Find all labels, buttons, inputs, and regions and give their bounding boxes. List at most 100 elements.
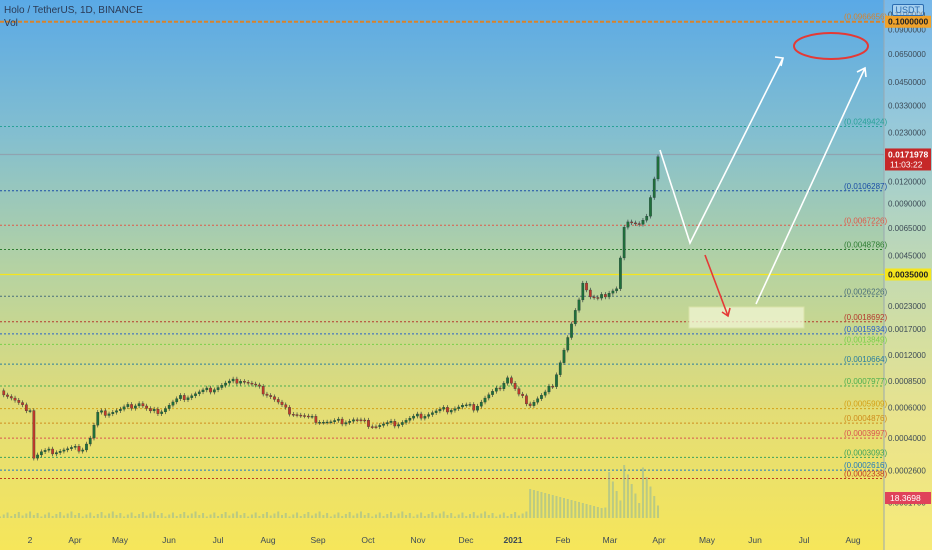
volume-bar xyxy=(134,516,137,518)
volume-bar xyxy=(563,498,565,518)
volume-bar xyxy=(198,515,201,518)
y-tick-label: 0.0330000 xyxy=(888,101,926,110)
price-tag-label: 0.0171978 xyxy=(888,149,928,159)
candle xyxy=(502,383,506,389)
volume-bar xyxy=(10,516,13,518)
volume-bar xyxy=(149,513,152,518)
volume-bar xyxy=(303,514,306,518)
chart-title: Holo / TetherUS, 1D, BINANCE xyxy=(4,5,143,16)
candle xyxy=(51,448,54,455)
candle xyxy=(570,323,573,338)
volume-bar xyxy=(604,507,607,518)
candle xyxy=(137,403,141,407)
candle xyxy=(558,362,562,375)
level-label: (0.0966656) xyxy=(844,13,887,22)
support-zone-box[interactable] xyxy=(688,306,805,329)
volume-bar xyxy=(435,515,438,518)
level-label: (0.0005909) xyxy=(844,400,887,409)
volume-bar xyxy=(510,514,513,518)
candle xyxy=(483,397,487,403)
candle xyxy=(374,426,378,428)
volume-bar xyxy=(17,512,20,518)
volume-bar xyxy=(363,515,366,518)
x-tick-label: Apr xyxy=(652,535,665,545)
candle xyxy=(100,410,103,413)
x-tick-label: Oct xyxy=(361,535,375,545)
level-label: (0.0010664) xyxy=(844,355,887,364)
currency-badge[interactable]: USDT xyxy=(891,4,924,16)
x-tick-label: 2 xyxy=(28,535,33,545)
candle xyxy=(220,385,224,388)
candle xyxy=(461,405,464,408)
volume-bar xyxy=(296,512,299,518)
volume-bar xyxy=(175,516,178,518)
volume-bar xyxy=(190,513,193,518)
candle xyxy=(344,422,348,425)
volume-bar xyxy=(386,514,389,518)
candle xyxy=(92,424,96,439)
x-tick-label: Feb xyxy=(556,535,571,545)
volume-label: Vol xyxy=(4,18,18,29)
y-tick-label: 0.0017000 xyxy=(888,325,926,334)
candle xyxy=(152,408,156,412)
candle xyxy=(318,422,321,424)
volume-bar xyxy=(514,512,517,518)
volume-bar xyxy=(499,514,502,518)
volume-bar xyxy=(589,505,592,518)
candle xyxy=(43,450,47,452)
candle xyxy=(239,381,242,384)
candle xyxy=(13,397,17,401)
volume-bar xyxy=(89,512,92,518)
volume-bar xyxy=(299,516,302,518)
candle xyxy=(130,404,133,409)
volume-bar xyxy=(649,486,652,518)
candle xyxy=(182,395,186,400)
candle xyxy=(231,378,235,382)
candle xyxy=(171,401,175,406)
volume-bar xyxy=(401,511,404,518)
volume-bar xyxy=(593,506,596,518)
volume-bar xyxy=(36,513,39,518)
volume-bar xyxy=(307,512,310,518)
x-tick-label: Aug xyxy=(845,535,860,545)
candle xyxy=(179,395,182,399)
level-label: (0.0018692) xyxy=(844,313,887,322)
volume-bar xyxy=(348,512,351,518)
projection-path-down[interactable] xyxy=(704,254,729,317)
candle xyxy=(322,422,325,424)
volume-bar xyxy=(85,514,88,518)
volume-bar xyxy=(453,516,456,518)
target-circle[interactable] xyxy=(793,32,869,60)
volume-bar xyxy=(371,516,374,518)
volume-bar xyxy=(258,516,261,518)
projection-path-2[interactable] xyxy=(755,67,866,305)
candle xyxy=(175,398,179,403)
volume-bar xyxy=(472,512,475,518)
volume-bar xyxy=(202,513,205,518)
volume-bar xyxy=(585,504,588,518)
x-tick-label: Jul xyxy=(213,535,224,545)
candle xyxy=(303,415,306,417)
y-tick-label: 0.0008500 xyxy=(888,377,926,386)
volume-bar xyxy=(277,511,280,518)
volume-bar xyxy=(532,490,535,518)
volume-bar xyxy=(44,514,47,518)
candle xyxy=(562,349,566,363)
candle xyxy=(21,402,24,405)
level-label: (0.0002338) xyxy=(844,470,887,479)
volume-bar xyxy=(217,516,220,518)
candle xyxy=(434,410,438,413)
projection-path-1[interactable] xyxy=(659,57,784,246)
level-label: (0.0002616) xyxy=(844,461,887,470)
candle xyxy=(269,395,273,397)
candle xyxy=(276,399,280,403)
level-label: (0.0015934) xyxy=(844,325,887,334)
volume-bar xyxy=(423,516,426,518)
candle xyxy=(585,282,588,291)
volume-bar xyxy=(96,514,99,518)
volume-bar xyxy=(119,513,122,518)
volume-bar xyxy=(311,515,314,518)
volume-tag xyxy=(885,492,931,504)
candle xyxy=(288,407,291,415)
